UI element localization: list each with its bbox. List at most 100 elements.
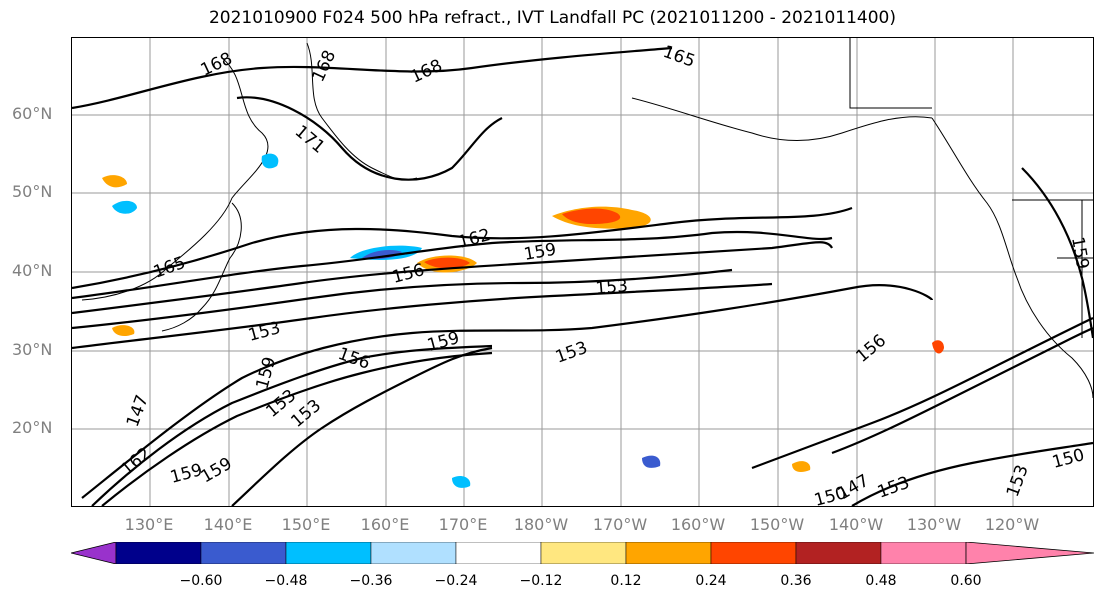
- contour-label: 153: [553, 338, 590, 368]
- colorbar-extend-left: [71, 542, 117, 564]
- colorbar-swatch: [285, 542, 372, 564]
- contour-label: 153: [246, 318, 283, 346]
- shade-strong-positive-gulf: [562, 208, 621, 224]
- map-panel: 168 168 168 165 171 165 162 159 156 153 …: [71, 37, 1094, 507]
- lon-label-170w: 170°W: [592, 515, 648, 534]
- contour-jet-core: [231, 346, 493, 506]
- colorbar-tick-label: −0.12: [519, 573, 563, 589]
- lon-label-140e: 140°E: [203, 515, 253, 534]
- contour-label: 168: [308, 47, 340, 85]
- colorbar-tick-label: 0.12: [610, 573, 642, 589]
- colorbar-tick-label: −0.24: [434, 573, 478, 589]
- contour-165: [72, 206, 853, 290]
- contour-label: 162: [456, 225, 493, 253]
- contour-156-south: [91, 344, 493, 506]
- contour-153-east: [751, 317, 1093, 470]
- shade-negative-south: [452, 475, 471, 488]
- coastlines: [81, 38, 1093, 399]
- shaded-regions: [102, 153, 944, 488]
- border-alaska-canada: [849, 38, 932, 109]
- contour-label: 165: [151, 253, 188, 283]
- shade-strong-negative-dateline: [362, 250, 402, 260]
- lat-label-50n: 50°N: [12, 182, 53, 201]
- contour-label: 156: [335, 344, 372, 374]
- contour-label: 147: [123, 392, 153, 429]
- colorbar-extend-right: [965, 542, 1094, 564]
- lat-label-30n: 30°N: [12, 340, 53, 359]
- map-canvas: 168 168 168 165 171 165 162 159 156 153 …: [72, 38, 1093, 506]
- contour-150: [851, 441, 1093, 506]
- contour-168-north: [72, 46, 673, 110]
- colorbar-swatch: [795, 542, 882, 564]
- contour-label: 159: [168, 460, 205, 488]
- lon-label-160w: 160°W: [670, 515, 726, 534]
- contour-label: 153: [1003, 462, 1033, 499]
- contour-label: 150: [812, 483, 849, 506]
- contour-162: [72, 230, 833, 300]
- contour-label: 165: [660, 42, 697, 72]
- colorbar-swatch: [115, 542, 202, 564]
- shade-positive-korea: [102, 175, 127, 188]
- colorbar-tick-label: 0.36: [780, 573, 812, 589]
- colorbar-swatch: [625, 542, 712, 564]
- colorbar-swatch: [200, 542, 287, 564]
- contour-159-east: [1021, 167, 1093, 339]
- contour-153: [72, 282, 773, 350]
- contour-label: 159: [198, 454, 236, 488]
- coastline-west-america: [931, 117, 1093, 399]
- contour-156: [72, 268, 733, 330]
- shade-negative-okhotsk: [261, 153, 279, 169]
- lon-label-120w: 120°W: [984, 515, 1040, 534]
- colorbar-tick-label: −0.48: [264, 573, 308, 589]
- lon-label-150e: 150°E: [281, 515, 331, 534]
- contour-label: 156: [852, 331, 890, 367]
- contour-label: 168: [198, 49, 236, 81]
- shade-negative-japan-sea: [112, 200, 137, 214]
- coastline-japan: [161, 202, 242, 332]
- contour-label: 153: [875, 473, 912, 503]
- contour-153-south: [81, 284, 934, 499]
- shade-positive-south: [792, 461, 811, 472]
- lat-label-60n: 60°N: [12, 104, 53, 123]
- colorbar-tick-label: 0.48: [865, 573, 897, 589]
- gridlines: [72, 38, 1093, 506]
- coastline-east-asia: [81, 57, 269, 301]
- lon-label-140w: 140°W: [828, 515, 884, 534]
- colorbar-tick-label: 0.60: [950, 573, 982, 589]
- contour-label: 171: [291, 122, 329, 158]
- contour-labels: 168 168 168 165 171 165 162 159 156 153 …: [117, 42, 1092, 506]
- shade-strong-positive-dateline: [424, 257, 470, 269]
- contour-label: 162: [117, 444, 155, 480]
- map-title: 2021010900 F024 500 hPa refract., IVT La…: [208, 8, 896, 28]
- colorbar-swatch: [710, 542, 797, 564]
- coastline-alaska: [631, 97, 933, 141]
- contour-159-south: [101, 351, 493, 506]
- contour-label: 156: [390, 260, 427, 288]
- contour-156-east: [831, 326, 1093, 455]
- contour-label: 168: [408, 56, 446, 88]
- lon-label-160e: 160°E: [360, 515, 410, 534]
- lat-label-20n: 20°N: [12, 418, 53, 437]
- lon-label-130e: 130°E: [124, 515, 174, 534]
- colorbar: [71, 542, 1094, 564]
- contour-label: 159: [1067, 235, 1092, 270]
- lon-label-130w: 130°W: [906, 515, 962, 534]
- contour-159: [72, 241, 833, 315]
- colorbar-tick-label: −0.36: [349, 573, 393, 589]
- shade-positive-spot: [932, 340, 944, 354]
- lon-label-180w: 180°W: [513, 515, 569, 534]
- lat-label-40n: 40°N: [12, 261, 53, 280]
- colorbar-swatch: [455, 542, 542, 564]
- contour-171: [236, 96, 503, 181]
- colorbar-swatch: [540, 542, 627, 564]
- contours: [72, 46, 1093, 506]
- colorbar-swatch: [880, 542, 967, 564]
- border-lines: [1012, 199, 1093, 338]
- contour-label: 153: [595, 276, 629, 299]
- shade-strong-negative-south: [642, 455, 661, 468]
- colorbar-swatch: [370, 542, 457, 564]
- lon-label-170e: 170°E: [438, 515, 488, 534]
- lon-label-150w: 150°W: [749, 515, 805, 534]
- colorbar-tick-label: 0.24: [695, 573, 727, 589]
- colorbar-tick-label: −0.60: [179, 573, 223, 589]
